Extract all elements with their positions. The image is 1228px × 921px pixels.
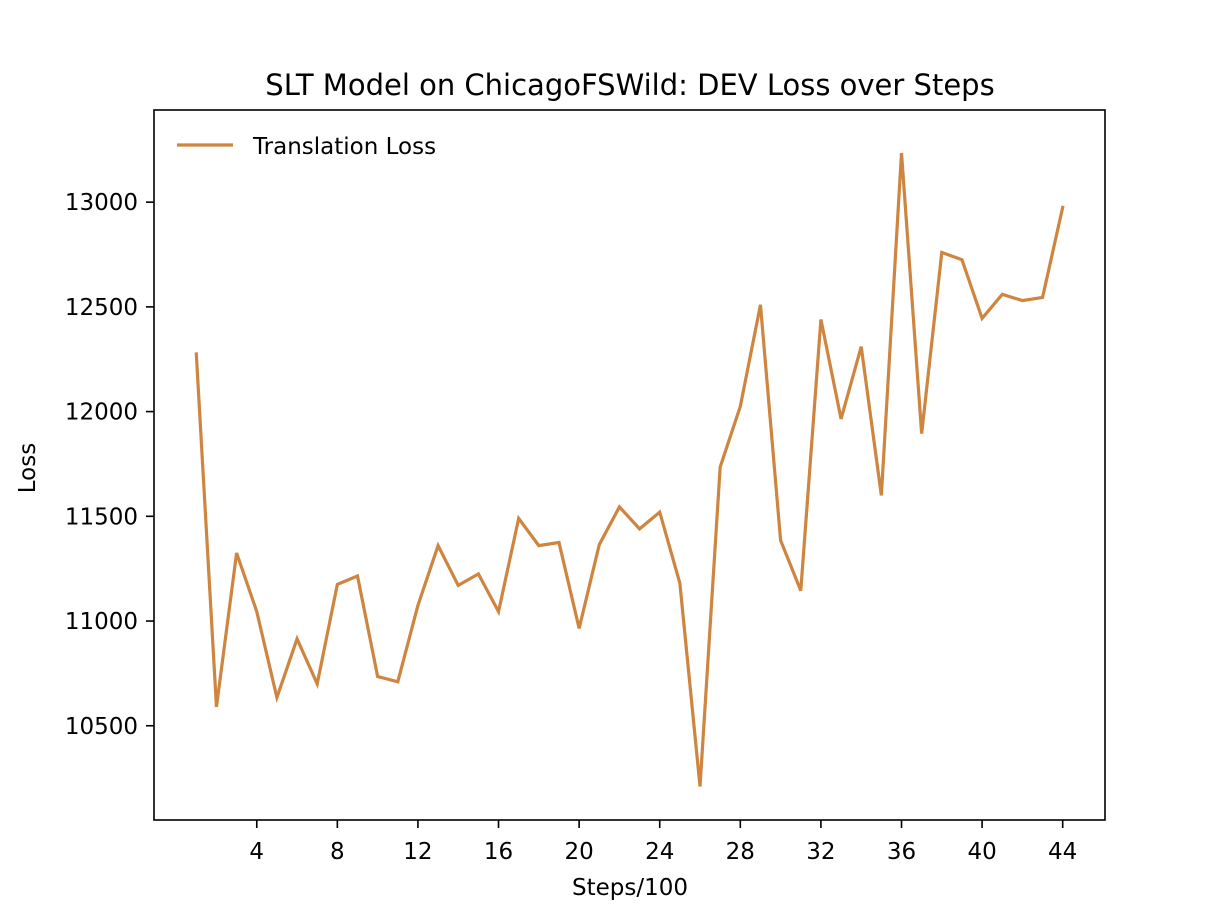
- x-tick-label: 32: [806, 839, 835, 865]
- series-line-translation-loss: [194, 152, 1065, 787]
- x-tick-label: 40: [967, 839, 996, 865]
- legend: Translation Loss: [177, 134, 436, 160]
- y-tick-label: 11000: [65, 609, 138, 635]
- legend-label-translation-loss: Translation Loss: [252, 134, 436, 160]
- x-tick-label: 4: [249, 839, 264, 865]
- x-axis-ticks: 4 8 12 16 20 24 28 32 36 40 44: [249, 820, 1077, 865]
- y-axis-label: Loss: [15, 443, 41, 493]
- x-tick-label: 44: [1048, 839, 1077, 865]
- x-tick-label: 28: [726, 839, 755, 865]
- x-tick-label: 8: [330, 839, 345, 865]
- y-tick-label: 11500: [65, 504, 138, 530]
- x-tick-label: 12: [403, 839, 432, 865]
- chart-title: SLT Model on ChicagoFSWild: DEV Loss ove…: [265, 68, 994, 102]
- x-tick-label: 16: [484, 839, 513, 865]
- x-tick-label: 20: [564, 839, 593, 865]
- plot-frame: [153, 109, 1106, 821]
- x-tick-label: 36: [887, 839, 916, 865]
- y-tick-label: 13000: [65, 190, 138, 216]
- x-tick-label: 24: [645, 839, 674, 865]
- y-tick-label: 12500: [65, 295, 138, 321]
- y-axis-ticks: 10500 11000 11500 12000 12500 13000: [65, 190, 154, 740]
- y-tick-label: 10500: [65, 714, 138, 740]
- series-layer: [194, 152, 1065, 787]
- y-tick-label: 12000: [65, 400, 138, 426]
- x-axis-label: Steps/100: [572, 875, 688, 901]
